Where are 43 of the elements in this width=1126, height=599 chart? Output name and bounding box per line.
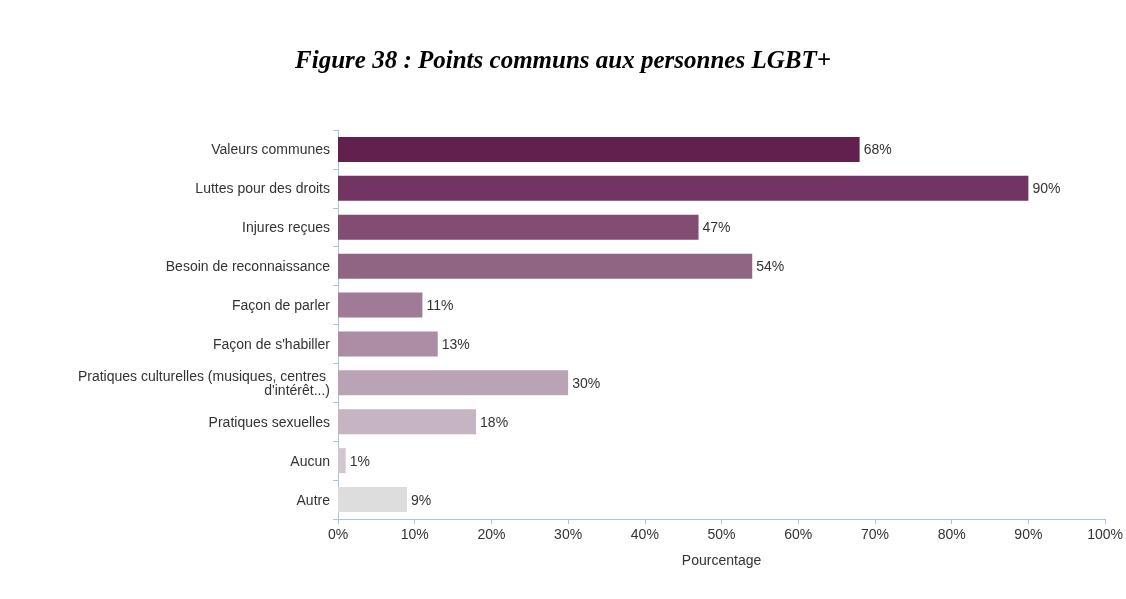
data-label: 90% (1032, 180, 1061, 197)
bar (338, 331, 438, 357)
y-tick-label: Valeurs communes (211, 141, 330, 158)
x-axis-title: Pourcentage (681, 552, 762, 568)
bar (338, 370, 569, 396)
data-label: 68% (863, 141, 892, 158)
data-label: 1% (349, 452, 370, 469)
bar (338, 214, 699, 240)
x-tick-label: 100% (1087, 526, 1123, 542)
y-tick-label: Injures reçues (242, 219, 330, 236)
x-tick-label: 20% (477, 526, 506, 542)
data-label: 54% (756, 258, 785, 275)
x-tick-label: 40% (630, 526, 659, 542)
y-tick-label: Façon de parler (231, 297, 331, 314)
y-tick-label: Besoin de reconnaissance (165, 258, 331, 275)
x-tick-label: 10% (400, 526, 429, 542)
x-tick-label: 60% (784, 526, 813, 542)
x-tick-label: 90% (1014, 526, 1043, 542)
data-label: 11% (426, 297, 454, 314)
bar (338, 175, 1029, 201)
bar (338, 448, 346, 474)
y-tick-label: Pratiques sexuelles (208, 413, 330, 430)
chart-title: Figure 38 : Points communs aux personnes LGBT+ (294, 46, 831, 73)
x-tick-label: 70% (860, 526, 889, 542)
data-label: 30% (572, 374, 601, 391)
data-label: 13% (441, 335, 470, 352)
bar (338, 292, 423, 318)
y-tick-label: Autre (296, 491, 331, 508)
y-tick-label: Façon de s'habiller (212, 335, 331, 352)
x-tick-label: 0% (327, 526, 349, 542)
bar (338, 136, 860, 162)
data-label: 47% (702, 219, 731, 236)
x-tick-label: 80% (937, 526, 966, 542)
bar (338, 487, 408, 513)
y-tick-label: Pratiques culturelles (musiques, centres d'intérêt...) (77, 367, 330, 398)
x-tick-label: 30% (554, 526, 583, 542)
y-tick-label: Aucun (290, 452, 330, 469)
data-label: 9% (411, 491, 432, 508)
bar (338, 253, 753, 279)
data-label: 18% (480, 413, 509, 430)
x-tick-label: 50% (707, 526, 736, 542)
y-tick-label: Luttes pour des droits (195, 180, 330, 197)
bar (338, 409, 477, 435)
